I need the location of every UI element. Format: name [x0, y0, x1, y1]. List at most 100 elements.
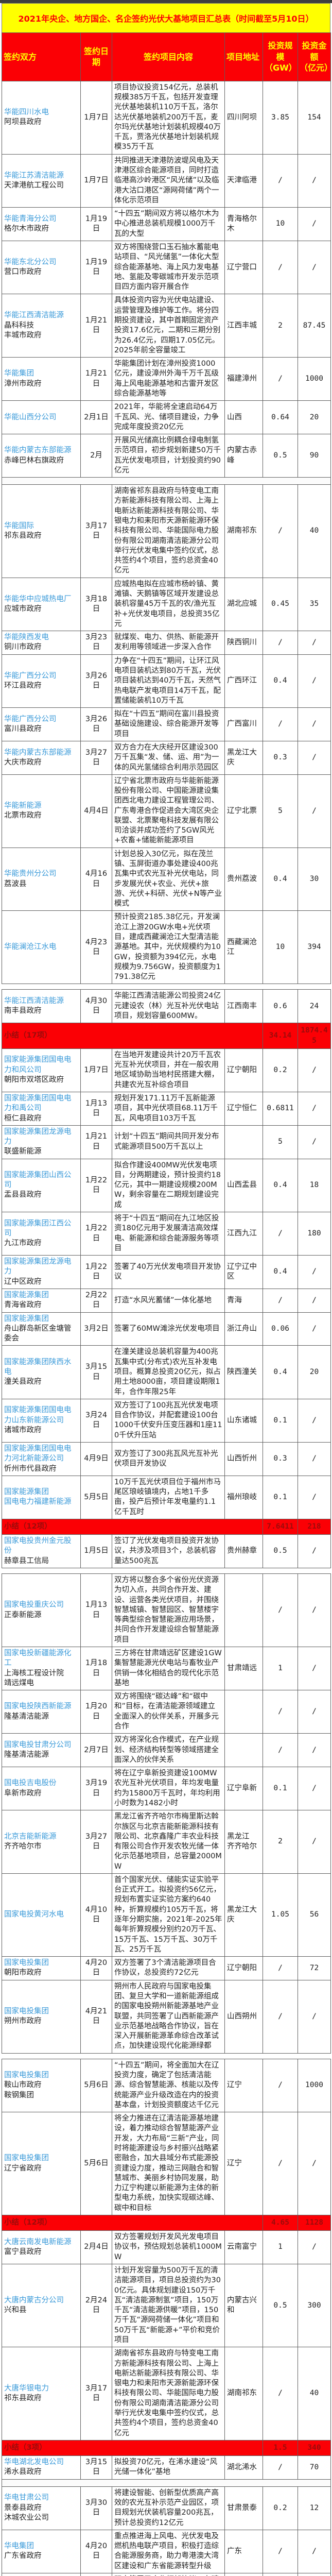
amount-cell: /: [298, 1091, 331, 1126]
parties-cell: 国家电投贵州金元股份 赫章县工信局: [2, 1534, 81, 1569]
partner-name: 广东省政府: [4, 2552, 42, 2561]
company-link[interactable]: 华能江西清洁能源: [4, 311, 64, 320]
date-cell: 3月26日: [80, 707, 112, 741]
date-cell: 4月21日: [80, 1979, 112, 2054]
project-row: 大唐华银电力 祁东县政府 3月17日 湖南省祁东县政府与特变电工南方新能源科技有限公司…: [2, 2347, 331, 2441]
project-row: 华能内蒙古东部能源 赤峰巴林右旗政府 2月 开展风光储高比例耦合绿电制氢示范项目，初步…: [2, 434, 331, 478]
scale-cell: 0.4: [263, 654, 298, 708]
company-link[interactable]: 华能江西清洁能源: [4, 997, 64, 1006]
project-row: 华能内蒙古东部能源 大庆市政府 3月27日 双方合力在大庆经开区建设300万千瓦集“发…: [2, 740, 331, 775]
amount-cell: /: [298, 1398, 331, 1443]
spacer-cell: [2, 984, 331, 990]
company-link[interactable]: 华能四川水电: [4, 108, 49, 116]
company-link[interactable]: 华电集团: [4, 2542, 34, 2551]
project-row: 华能江苏清洁能源 天津港航工程公司 1月7日 共同推进天津港防波堤风电及天津港区综合能…: [2, 154, 331, 208]
amount-cell: 90: [298, 434, 331, 478]
scale-cell: /: [263, 2455, 298, 2480]
date-cell: 1月22日: [80, 1212, 112, 1256]
company-link[interactable]: 大唐华银电力: [4, 2384, 49, 2393]
company-link[interactable]: 国家电投集团: [4, 2071, 49, 2079]
content-cell: “十四五”期间，将全面加大在辽投资力度，确定了包括清洁能源、综合智慧能源、核能以…: [112, 2058, 225, 2113]
location-cell: 湖北浠水: [224, 2455, 263, 2480]
parties-cell: 国家电投集团 鞍山市政府 鞍钢集团: [2, 2058, 81, 2113]
company-link[interactable]: 国家电投集团: [4, 2007, 49, 2015]
amount-cell: /: [298, 1646, 331, 1691]
company-link[interactable]: 国家能源集团龙源电力: [4, 1127, 72, 1146]
company-link[interactable]: 国家电投黄河水电: [4, 1910, 64, 1919]
company-link[interactable]: 国家能源集团国电电力山东新能源公司: [4, 1406, 72, 1425]
company-link[interactable]: 大唐内蒙古分公司: [4, 2296, 64, 2304]
company-link[interactable]: 华能广西分公司: [4, 671, 57, 680]
location-cell: 辽宁辽中区: [224, 1255, 263, 1289]
date-cell: 3月23日: [80, 631, 112, 655]
scale-cell: 5: [263, 774, 298, 848]
company-link[interactable]: 国家能源集团: [4, 1314, 49, 1323]
company-link[interactable]: 国家能源集团国电电力河北新能源公司: [4, 1444, 72, 1463]
company-link[interactable]: 华能贵州分公司: [4, 870, 57, 878]
amount-cell: /: [298, 1979, 331, 2054]
company-link[interactable]: 华能东北分公司: [4, 258, 57, 266]
company-link[interactable]: 华能广西分公司: [4, 715, 57, 723]
partner-name: 赫章县工信局: [4, 1556, 49, 1565]
content-cell: 将于“十四五”期间在九江地区投资180亿元用于发展清洁高效煤电、新能源和综合能源…: [112, 1212, 225, 1256]
company-link[interactable]: 北京吉能新能源: [4, 1832, 57, 1841]
company-link[interactable]: 华能新能源: [4, 801, 42, 810]
company-link[interactable]: 华能集团: [4, 369, 34, 378]
company-link[interactable]: 国家能源集团陕西水电: [4, 1358, 72, 1376]
partner-name: 齐齐哈尔市: [4, 1842, 42, 1851]
company-link[interactable]: 国家电投甘肃分公司: [4, 1740, 72, 1749]
date-cell: 3月17日: [80, 484, 112, 578]
company-link[interactable]: 华电甘肃公司: [4, 2494, 49, 2502]
parties-cell: 国家电投新疆能源化工 上海核工程设计院 靖远煤电: [2, 1646, 81, 1691]
company-link[interactable]: 国家能源集团 国电电力福建新能源: [4, 1488, 72, 1506]
content-cell: 双方签订了300兆瓦风光互补光伏项目开发协议: [112, 1442, 225, 1476]
amount-cell: 1000: [298, 357, 331, 401]
content-cell: 拟在“十四五”期间在富川县投资基础设施建设、综合能源开发等项目: [112, 707, 225, 741]
location-cell: 青海: [224, 1289, 263, 1313]
project-row: 华能江西清洁能源 南丰县政府 4月30日 华能江西清洁能源公司投资24亿元建设农（林）…: [2, 989, 331, 1024]
company-link[interactable]: 国家电投贵州金元股份: [4, 1537, 72, 1555]
company-link[interactable]: 国家电投陕西新能源: [4, 1702, 72, 1711]
amount-cell: /: [298, 2112, 331, 2215]
partner-name: 环江县政府: [4, 681, 42, 690]
scale-cell: 1: [263, 1646, 298, 1691]
company-link[interactable]: 华能国际: [4, 521, 34, 530]
company-link[interactable]: 国家电投重庆公司: [4, 1601, 64, 1609]
company-link[interactable]: 国家能源集团龙源电力: [4, 1258, 72, 1276]
col-header-content: 签约项目内容: [112, 32, 225, 81]
location-cell: 福建漳州: [224, 357, 263, 401]
company-link[interactable]: 华能青海分公司: [4, 214, 57, 223]
partner-name: 晶科科技 丰城市政府: [4, 321, 42, 340]
company-link[interactable]: 华能内蒙古东部能源: [4, 446, 72, 455]
company-link[interactable]: 国家电投集团: [4, 2154, 49, 2163]
date-cell: 1月20日: [80, 1690, 112, 1734]
date-cell: 3月27日: [80, 740, 112, 775]
company-link[interactable]: 华能江苏清洁能源: [4, 171, 64, 180]
company-link[interactable]: 国家电投新疆能源化工: [4, 1649, 72, 1668]
company-link[interactable]: 华电湖北发电公司: [4, 2458, 64, 2467]
company-link[interactable]: 华能陕西发电: [4, 633, 49, 642]
parties-cell: 国家电投黄河水电: [2, 1873, 81, 1957]
company-link[interactable]: 国家能源集团国电电力和风公司: [4, 1056, 72, 1074]
partner-name: 南丰县政府: [4, 1007, 42, 1015]
company-link[interactable]: 国家电投集团: [4, 1959, 49, 1968]
company-link[interactable]: 国电投吉电股份: [4, 1779, 57, 1788]
company-link[interactable]: 国家能源集团国电电力和禹公司: [4, 1094, 72, 1113]
spacer-row: [2, 477, 331, 485]
content-cell: 开展风光储高比例耦合绿电制氢示范项目，初步规划新建50万千瓦光伏发电项目，计划投…: [112, 434, 225, 478]
company-link[interactable]: 大唐云南发电新能源: [4, 2238, 72, 2246]
project-row: 华能山西分公司 2月1日 2021年，华能将全速启动64万千瓦风、光、储项目建设，力…: [2, 400, 331, 435]
company-link[interactable]: 华能华中应城热电厂: [4, 595, 72, 603]
content-cell: 计划开发容量为500万千瓦的清洁能源项目，项目总投资约为300亿元。具体规划建设…: [112, 2264, 225, 2348]
subtotal-scale: 1.5: [263, 2439, 298, 2456]
company-link[interactable]: 华能山西分公司: [4, 413, 57, 421]
company-link[interactable]: 国家能源集团山西公司: [4, 1171, 72, 1190]
company-link[interactable]: 国家能源集团江西公司: [4, 1219, 72, 1238]
project-row: 华能新能源 北票市政府 4月4日 辽宁省北票市政府与华能新能源股份有限公司、中国能源建…: [2, 774, 331, 848]
scale-cell: /: [263, 484, 298, 578]
company-link[interactable]: 华能内蒙古东部能源: [4, 748, 72, 757]
subtotal-amount: 340: [298, 2439, 331, 2456]
spacer-cell: [2, 2053, 331, 2059]
company-link[interactable]: 华能澜沧江水电: [4, 943, 57, 952]
company-link[interactable]: 国家能源集团: [4, 1291, 49, 1299]
